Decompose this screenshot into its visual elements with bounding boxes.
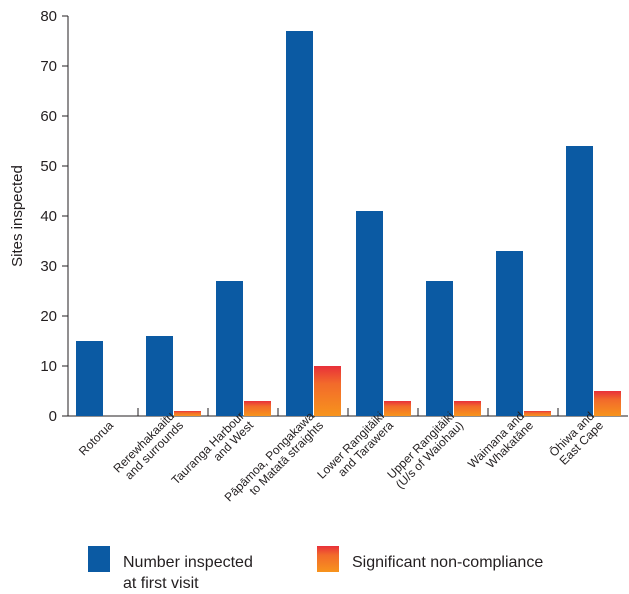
x-category-label: Rotorua [76,418,116,458]
y-tick-label: 70 [40,58,57,75]
legend-swatch-inspected [88,546,110,572]
bars [76,31,621,416]
x-category-label: Waimana andWhakatāne [465,409,536,480]
bar-inspected [356,211,383,416]
x-category-label: Ōhiwa andEast Cape [546,409,606,469]
y-tick-label: 80 [40,8,57,25]
bar-noncompliance [244,401,271,416]
bar-noncompliance [524,411,551,416]
legend-label-inspected: Number inspected at first visit [123,552,253,594]
bar-inspected [426,281,453,416]
bar-inspected [496,251,523,416]
legend-swatch-noncompliance [317,546,339,572]
bar-inspected [216,281,243,416]
bar-inspected [146,336,173,416]
y-tick-label: 60 [40,108,57,125]
bar-inspected [566,146,593,416]
x-category-label-line: Rotorua [76,418,116,458]
bar-chart: 0 10 20 30 40 50 60 70 80 RotoruaRerewhakaaituan… [9,8,628,505]
legend: Number inspected at first visit Signific… [88,546,608,592]
x-category-label: Lower Rangitāikiand Tarawera [314,409,396,491]
y-tick-label: 50 [40,158,57,175]
y-tick-label: 0 [49,408,57,425]
bar-noncompliance [314,366,341,416]
bar-inspected [76,341,103,416]
bar-noncompliance [174,411,201,416]
y-axis-title: Sites inspected [9,165,26,267]
legend-label-line: at first visit [123,575,199,592]
legend-label-noncompliance: Significant non-compliance [352,552,543,573]
y-tick-label: 30 [40,258,57,275]
y-tick-label: 40 [40,208,57,225]
y-axis: 0 10 20 30 40 50 60 70 80 [40,8,69,425]
bar-noncompliance [594,391,621,416]
y-tick-label: 20 [40,308,57,325]
legend-label-line: Number inspected [123,554,253,571]
bar-noncompliance [454,401,481,416]
bar-inspected [286,31,313,416]
legend-label-line: Significant non-compliance [352,554,544,571]
bar-noncompliance [384,401,411,416]
y-tick-label: 10 [40,358,57,375]
x-category-label: Upper Rangitāiki(U/s of Waiohau) [384,409,466,491]
